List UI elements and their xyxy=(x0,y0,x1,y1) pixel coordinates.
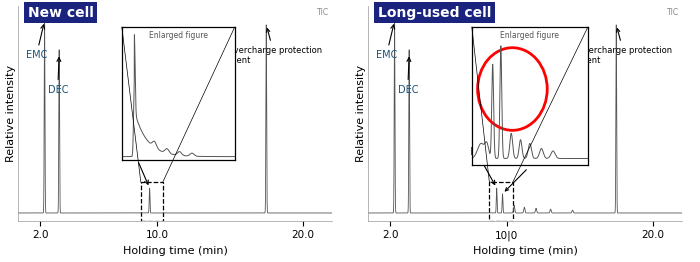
Text: DEC: DEC xyxy=(398,58,418,95)
Text: TIC: TIC xyxy=(316,8,329,17)
X-axis label: Holding time (min): Holding time (min) xyxy=(122,246,228,256)
Text: Overcharge protection
agent: Overcharge protection agent xyxy=(227,29,322,65)
Text: New cell: New cell xyxy=(28,6,94,20)
Text: EC: EC xyxy=(470,147,495,184)
Text: Overcharge protection
agent: Overcharge protection agent xyxy=(577,29,672,65)
Text: DEC: DEC xyxy=(48,58,68,95)
Text: EC: EC xyxy=(127,147,148,184)
Text: TIC: TIC xyxy=(666,8,679,17)
Text: Long-used cell: Long-used cell xyxy=(378,6,491,20)
Text: Example of
modified
product: Example of modified product xyxy=(505,135,567,191)
Y-axis label: Relative intensity: Relative intensity xyxy=(6,64,15,162)
Text: EMC: EMC xyxy=(26,25,47,61)
Text: EMC: EMC xyxy=(376,25,397,61)
Y-axis label: Relative intensity: Relative intensity xyxy=(356,64,365,162)
Bar xyxy=(489,182,512,221)
X-axis label: Holding time (min): Holding time (min) xyxy=(473,247,578,256)
Bar xyxy=(141,182,162,221)
